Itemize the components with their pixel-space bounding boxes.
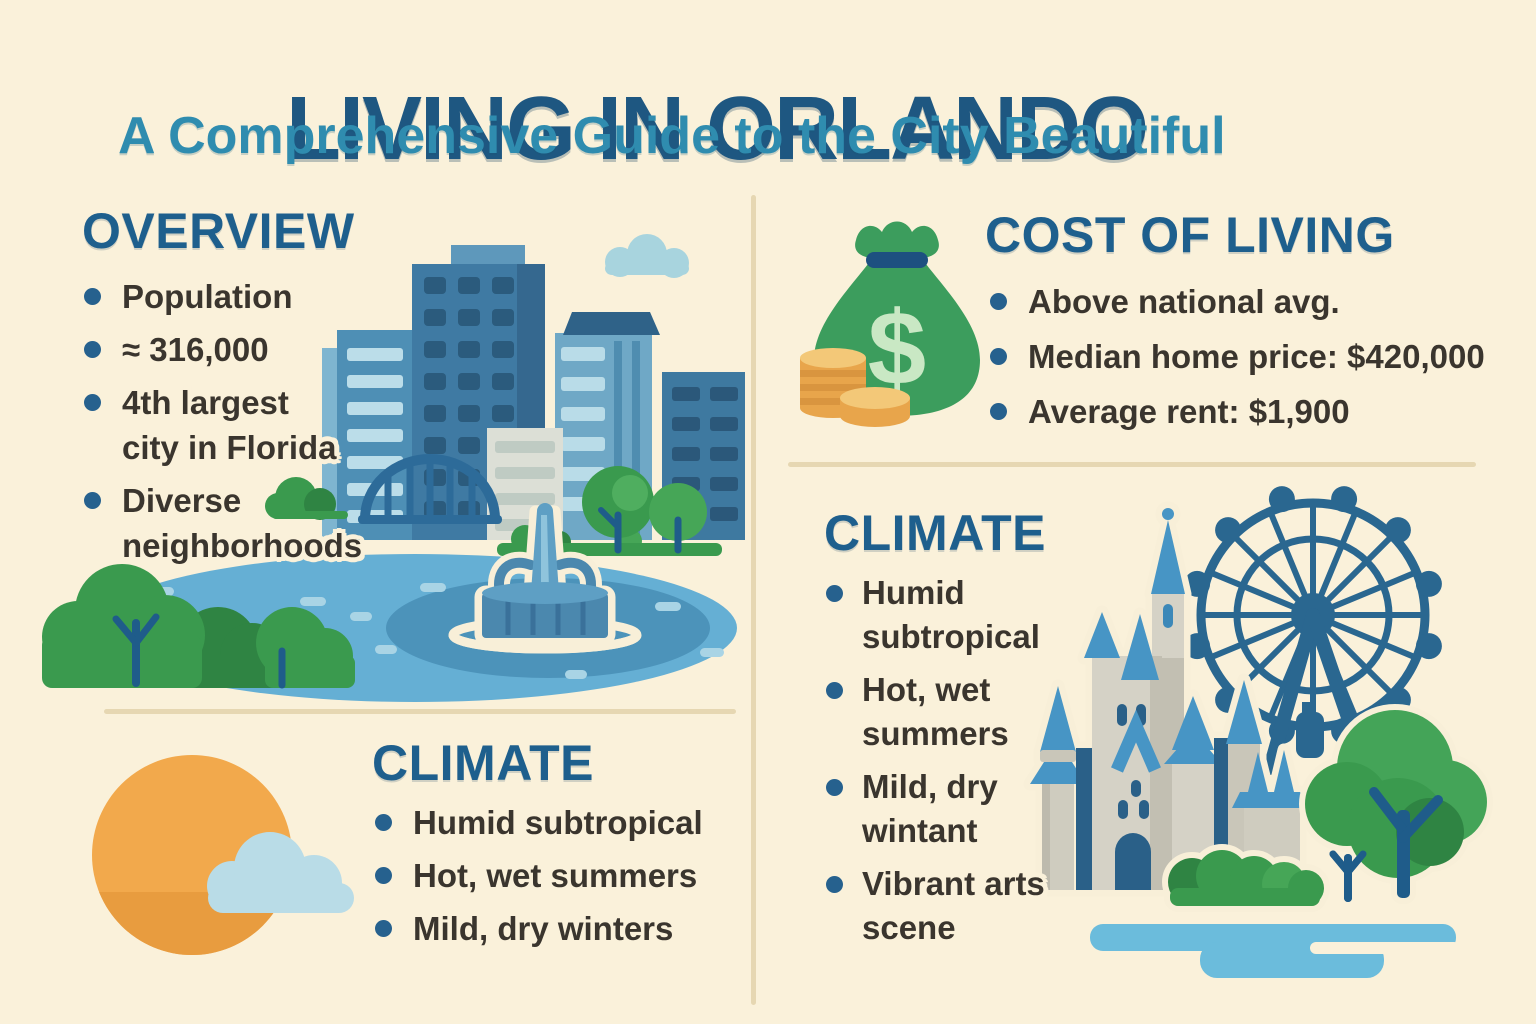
list-item: Diverse neighborhoods bbox=[84, 478, 362, 568]
theme-park-illustration bbox=[1000, 486, 1536, 978]
bullet-dot bbox=[84, 341, 101, 358]
vertical-divider bbox=[751, 195, 756, 1005]
sun-cloud-illustration bbox=[92, 755, 354, 955]
climate-right-heading: CLIMATE bbox=[824, 505, 1046, 561]
cost-of-living-list: Above national avg. Median home price: $… bbox=[990, 279, 1520, 434]
shore-trees-icon bbox=[42, 564, 355, 689]
cloud-icon bbox=[605, 234, 689, 278]
list-item: Median home price: $420,000 bbox=[990, 334, 1520, 379]
pond-shape bbox=[1090, 924, 1460, 978]
page-title: LIVING IN ORLANDO bbox=[286, 79, 1149, 180]
cost-of-living-heading: COST OF LIVING bbox=[985, 207, 1395, 263]
overview-list: Population ≈ 316,000 4th largest city in… bbox=[84, 274, 362, 568]
bullet-dot bbox=[84, 394, 101, 411]
list-item: Mild, dry winters bbox=[375, 906, 805, 951]
bullet-dot bbox=[375, 867, 392, 884]
money-bag-icon: $ bbox=[800, 221, 980, 427]
list-item: Mild, dry wintant bbox=[826, 765, 1058, 853]
overview-heading: OVERVIEW bbox=[82, 203, 355, 259]
list-item: Hot, wet summers bbox=[375, 853, 805, 898]
bullet-dot bbox=[826, 585, 843, 602]
cloud-icon bbox=[207, 832, 354, 913]
climate-right-list: Humid subtropical Hot, wet summers Mild,… bbox=[826, 571, 1058, 950]
bullet-dot bbox=[990, 348, 1007, 365]
climate-left-heading: CLIMATE bbox=[372, 735, 594, 791]
list-item: Vibrant arts scene bbox=[826, 862, 1058, 950]
bullet-dot bbox=[826, 682, 843, 699]
bullet-dot bbox=[826, 876, 843, 893]
page-subtitle: A Comprehensive Guide to the City Beauti… bbox=[118, 107, 1226, 165]
list-item: Humid subtropical bbox=[826, 571, 1058, 659]
bullet-dot bbox=[990, 403, 1007, 420]
bullet-dot bbox=[375, 814, 392, 831]
bridge-icon bbox=[358, 454, 502, 524]
city-skyline-illustration bbox=[42, 234, 745, 702]
bullet-dot bbox=[826, 779, 843, 796]
bullet-dot bbox=[990, 293, 1007, 310]
ferris-wheel-icon bbox=[1184, 486, 1442, 777]
list-item: Population bbox=[84, 274, 346, 319]
fountain-icon bbox=[448, 503, 642, 654]
bullet-dot bbox=[84, 288, 101, 305]
horizontal-divider-left bbox=[104, 709, 736, 714]
horizontal-divider-right bbox=[788, 462, 1476, 467]
list-item: Average rent: $1,900 bbox=[990, 389, 1520, 434]
list-item: Hot, wet summers bbox=[826, 668, 1058, 756]
list-item: Above national avg. bbox=[990, 279, 1520, 324]
list-item: 4th largest city in Florida bbox=[84, 380, 346, 470]
bush-icon bbox=[265, 477, 348, 520]
bullet-dot bbox=[84, 492, 101, 509]
coins-icon bbox=[800, 348, 910, 427]
list-item: ≈ 316,000 bbox=[84, 327, 346, 372]
bullet-dot bbox=[375, 920, 392, 937]
climate-left-list: Humid subtropical Hot, wet summers Mild,… bbox=[375, 800, 805, 951]
list-item: Humid subtropical bbox=[375, 800, 805, 845]
